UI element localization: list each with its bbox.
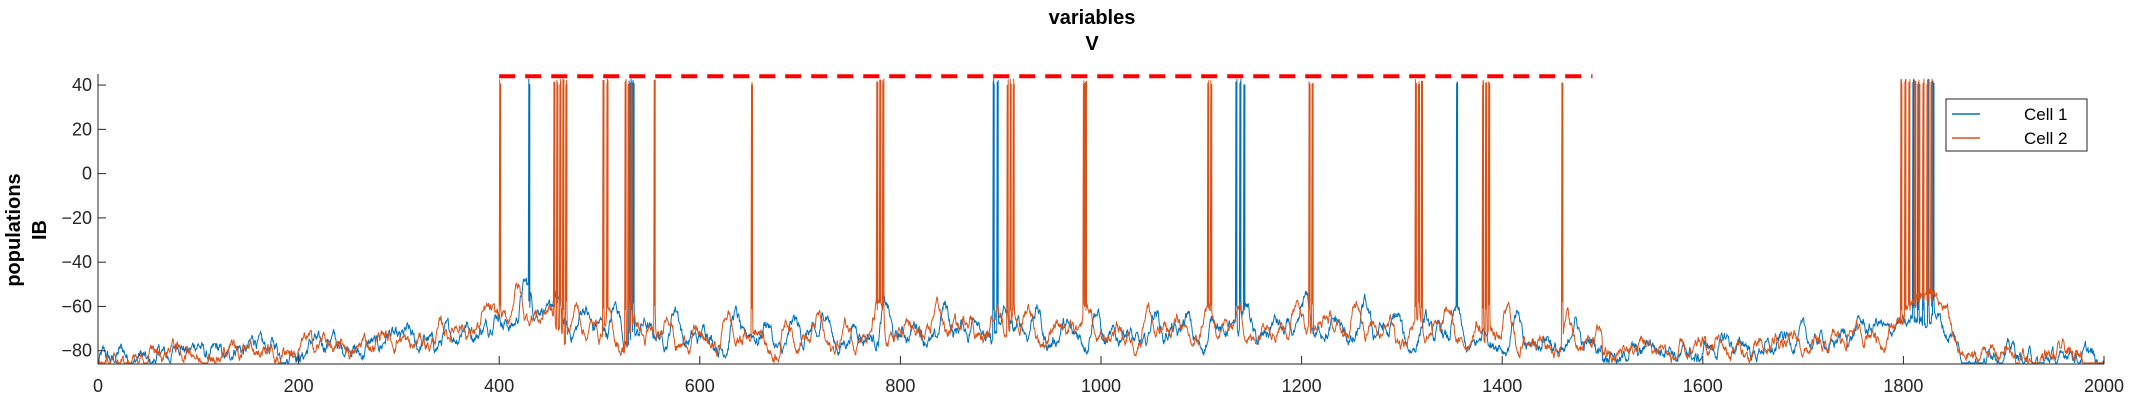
y-tick-label: −20 <box>61 208 92 228</box>
chart-title: variables V <box>1049 7 1136 55</box>
y-axis-label: populations IB <box>3 173 51 286</box>
x-tick-label: 600 <box>685 376 715 396</box>
x-tick-label: 800 <box>885 376 915 396</box>
plot-area <box>97 74 2104 365</box>
x-tick-label: 1600 <box>1683 376 1723 396</box>
x-tick-label: 400 <box>484 376 514 396</box>
x-tick-label: 0 <box>93 376 103 396</box>
y-tick-label: −40 <box>61 252 92 272</box>
y-tick-label: −80 <box>61 341 92 361</box>
legend: Cell 1 Cell 2 <box>1945 98 2088 152</box>
y-tick-label: 40 <box>72 75 92 95</box>
legend-box <box>1945 98 2088 152</box>
series-line-1 <box>97 78 2104 365</box>
x-tick-label: 1400 <box>1482 376 1522 396</box>
x-tick-label: 2000 <box>2084 376 2124 396</box>
legend-label-cell-2: Cell 2 <box>2024 129 2067 148</box>
axes: 0 200 400 600 800 1000 1200 1400 1600 1800 2000−80… <box>61 74 2124 396</box>
legend-label-cell-1: Cell 1 <box>2024 105 2067 124</box>
x-tick-label: 1200 <box>1282 376 1322 396</box>
y-tick-label: 0 <box>82 164 92 184</box>
y-tick-label: −60 <box>61 296 92 316</box>
x-tick-label: 1000 <box>1081 376 1121 396</box>
series-line-2 <box>97 78 2104 365</box>
x-tick-label: 200 <box>284 376 314 396</box>
y-axis-label-line-2: IB <box>29 220 51 240</box>
y-axis-label-line-1: populations <box>3 173 25 286</box>
chart-title-line-2: V <box>1085 33 1099 55</box>
x-tick-label: 1800 <box>1883 376 1923 396</box>
chart-title-line-1: variables <box>1049 7 1136 29</box>
y-tick-label: 20 <box>72 119 92 139</box>
